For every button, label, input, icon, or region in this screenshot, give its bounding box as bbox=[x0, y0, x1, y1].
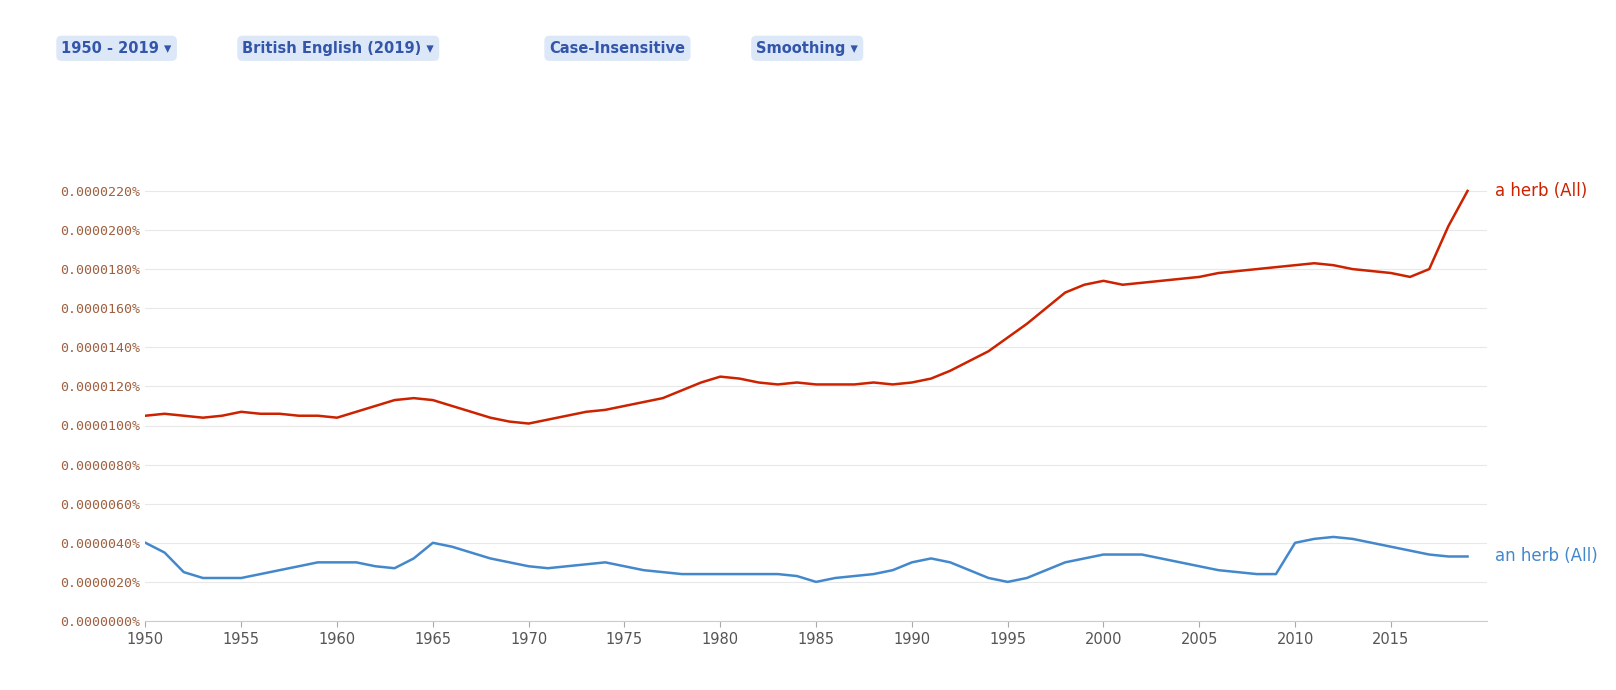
Text: Smoothing ▾: Smoothing ▾ bbox=[756, 41, 858, 56]
Text: British English (2019) ▾: British English (2019) ▾ bbox=[242, 41, 435, 56]
Text: an herb (All): an herb (All) bbox=[1495, 547, 1598, 566]
Text: Case-Insensitive: Case-Insensitive bbox=[549, 41, 685, 56]
Text: a herb (All): a herb (All) bbox=[1495, 182, 1587, 200]
Text: 1950 - 2019 ▾: 1950 - 2019 ▾ bbox=[61, 41, 171, 56]
